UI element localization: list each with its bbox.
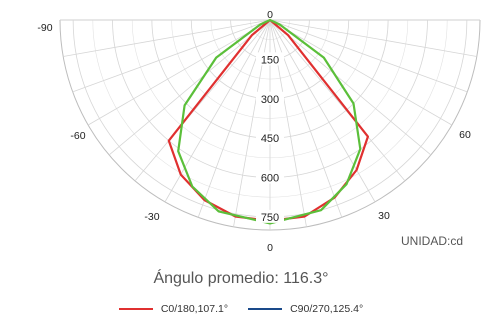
unit-label: UNIDAD:cd bbox=[401, 234, 463, 248]
radial-tick-label: 300 bbox=[261, 94, 279, 106]
grid-spoke bbox=[197, 19, 271, 218]
radial-tick-label: 150 bbox=[261, 54, 279, 66]
grid-spoke bbox=[269, 19, 376, 203]
grid-spoke bbox=[164, 19, 271, 203]
polar-series bbox=[167, 18, 369, 225]
radial-label-bg bbox=[256, 209, 284, 223]
legend-label-c90: C90/270,125.4° bbox=[290, 303, 364, 315]
radial-label-bg bbox=[256, 131, 284, 145]
radial-label-bg bbox=[256, 52, 284, 66]
legend-swatch-c0 bbox=[118, 308, 153, 310]
grid-spoke bbox=[72, 19, 271, 93]
grid-spoke bbox=[87, 19, 271, 126]
legend-label-c0: C0/180,107.1° bbox=[160, 303, 229, 315]
angle-tick-label: 30 bbox=[378, 210, 390, 222]
legend-item-c90: C90/270,125.4° bbox=[248, 303, 363, 315]
angle-tick-label: 60 bbox=[459, 129, 471, 141]
angle-tick-label: 0 bbox=[267, 242, 273, 254]
radial-tick-label: 450 bbox=[261, 133, 279, 145]
radial-tick-label: 750 bbox=[261, 212, 279, 224]
grid-spoke bbox=[269, 19, 343, 218]
grid-spoke bbox=[63, 19, 271, 57]
average-angle-caption: Ángulo promedio: 116.3° bbox=[153, 270, 329, 287]
series-curve-0 bbox=[167, 18, 369, 222]
angle-tick-label: 0 bbox=[267, 9, 273, 21]
grid-spoke bbox=[269, 19, 468, 93]
legend-item-c0: C0/180,107.1° bbox=[118, 303, 229, 315]
series-curve-2 bbox=[177, 18, 362, 225]
polar-grid bbox=[59, 19, 481, 231]
grid-spoke bbox=[134, 19, 271, 182]
legend-swatch-c90 bbox=[248, 308, 283, 310]
angle-tick-label: -30 bbox=[144, 211, 159, 223]
radial-tick-label: 600 bbox=[261, 173, 279, 185]
legend: C0/180,107.1° C90/270,125.4° bbox=[0, 303, 482, 315]
angle-tick-label: -90 bbox=[37, 22, 52, 34]
grid-spoke bbox=[269, 19, 432, 156]
radial-label-bg bbox=[256, 91, 284, 105]
grid-spoke bbox=[269, 19, 406, 182]
grid-spoke bbox=[269, 19, 453, 126]
grid-spoke bbox=[269, 19, 477, 57]
grid-spoke bbox=[108, 19, 271, 156]
radial-label-bg bbox=[256, 170, 284, 184]
angle-tick-label: -60 bbox=[70, 130, 85, 142]
